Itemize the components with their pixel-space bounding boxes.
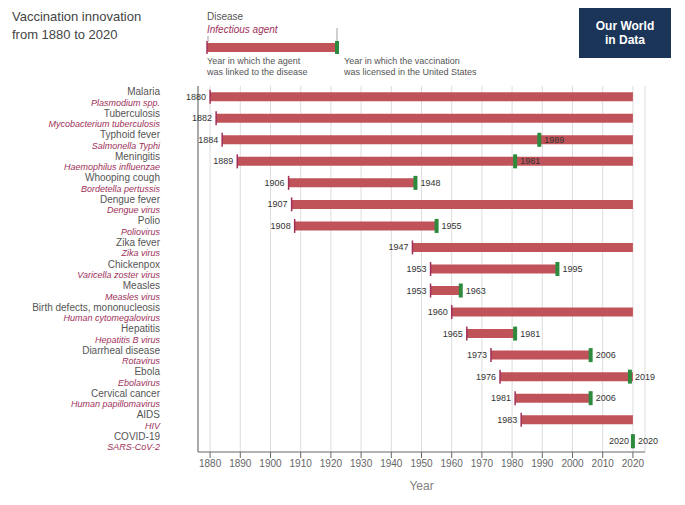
svg-text:Human papillomavirus: Human papillomavirus (71, 399, 161, 409)
svg-text:1973: 1973 (467, 350, 487, 360)
svg-text:2020: 2020 (638, 436, 658, 446)
svg-text:Cervical cancer: Cervical cancer (91, 388, 161, 399)
svg-text:1880: 1880 (186, 92, 206, 102)
svg-text:1906: 1906 (265, 178, 285, 188)
svg-text:Diarrheal disease: Diarrheal disease (82, 345, 160, 356)
svg-text:Dengue fever: Dengue fever (100, 194, 161, 205)
svg-text:Year in which the vaccinationw: Year in which the vaccinationwas license… (343, 56, 477, 77)
svg-text:1983: 1983 (497, 415, 517, 425)
svg-text:1920: 1920 (320, 458, 343, 469)
svg-text:1955: 1955 (442, 221, 462, 231)
svg-text:Polio: Polio (138, 215, 161, 226)
svg-text:1960: 1960 (441, 458, 464, 469)
svg-text:1930: 1930 (350, 458, 373, 469)
svg-text:Mycobacterium tuberculosis: Mycobacterium tuberculosis (48, 119, 160, 129)
svg-text:1981: 1981 (520, 329, 540, 339)
svg-text:Haemophilus influenzae: Haemophilus influenzae (64, 162, 160, 172)
svg-text:1910: 1910 (290, 458, 313, 469)
svg-text:Human cytomegalovirus: Human cytomegalovirus (63, 313, 160, 323)
svg-text:Year in which the agentwas lin: Year in which the agentwas linked to the… (206, 56, 308, 77)
svg-text:Plasmodium spp.: Plasmodium spp. (91, 98, 160, 108)
svg-text:1963: 1963 (466, 286, 486, 296)
svg-text:1953: 1953 (407, 286, 427, 296)
svg-text:Poliovirus: Poliovirus (121, 227, 161, 237)
svg-text:Measles virus: Measles virus (105, 292, 161, 302)
svg-text:Salmonella Typhi: Salmonella Typhi (92, 141, 161, 151)
svg-text:1948: 1948 (420, 178, 440, 188)
svg-text:1981: 1981 (491, 393, 511, 403)
html-text:Vaccination innovation from 18: Vaccination innovation from 1880 to 2020 (12, 9, 142, 43)
svg-text:Hepatitis: Hepatitis (121, 323, 160, 334)
svg-text:2010: 2010 (592, 458, 615, 469)
svg-text:Zika virus: Zika virus (120, 248, 160, 258)
svg-text:Birth defects, mononucleosis: Birth defects, mononucleosis (32, 302, 160, 313)
svg-text:COVID-19: COVID-19 (114, 431, 161, 442)
svg-text:1884: 1884 (198, 135, 218, 145)
svg-text:AIDS: AIDS (137, 409, 161, 420)
svg-text:2000: 2000 (561, 458, 584, 469)
svg-text:2006: 2006 (596, 350, 616, 360)
svg-text:1882: 1882 (192, 113, 212, 123)
svg-text:SARS-CoV-2: SARS-CoV-2 (107, 442, 160, 452)
svg-text:1900: 1900 (259, 458, 282, 469)
svg-text:1965: 1965 (443, 329, 463, 339)
svg-text:1947: 1947 (388, 242, 408, 252)
svg-text:1976: 1976 (476, 372, 496, 382)
html-text:Our World in Data: Our World in Data (595, 18, 655, 47)
svg-text:Ebola: Ebola (134, 366, 160, 377)
svg-text:Year: Year (409, 479, 433, 493)
svg-text:1980: 1980 (501, 458, 524, 469)
svg-text:Varicella zoster virus: Varicella zoster virus (77, 270, 160, 280)
svg-text:1990: 1990 (531, 458, 554, 469)
svg-text:1889: 1889 (213, 156, 233, 166)
svg-text:Rotavirus: Rotavirus (122, 356, 161, 366)
svg-text:Typhoid fever: Typhoid fever (100, 129, 161, 140)
svg-text:1908: 1908 (271, 221, 291, 231)
svg-text:1940: 1940 (380, 458, 403, 469)
svg-text:Tuberculosis: Tuberculosis (104, 108, 160, 119)
svg-text:Malaria: Malaria (127, 86, 160, 97)
svg-text:2020: 2020 (622, 458, 645, 469)
svg-text:Infectious agent: Infectious agent (207, 24, 279, 35)
svg-text:Hepatitis B virus: Hepatitis B virus (95, 335, 161, 345)
svg-text:Measles: Measles (123, 280, 160, 291)
svg-text:1890: 1890 (229, 458, 252, 469)
svg-text:2020: 2020 (609, 436, 629, 446)
svg-text:Chickenpox: Chickenpox (108, 259, 160, 270)
svg-text:Zika fever: Zika fever (116, 237, 161, 248)
svg-text:1960: 1960 (428, 307, 448, 317)
svg-text:1950: 1950 (410, 458, 433, 469)
svg-text:Disease: Disease (207, 11, 244, 22)
svg-text:2019: 2019 (635, 372, 655, 382)
svg-text:1995: 1995 (562, 264, 582, 274)
svg-text:1880: 1880 (199, 458, 222, 469)
svg-text:1953: 1953 (407, 264, 427, 274)
svg-text:1970: 1970 (471, 458, 494, 469)
svg-text:1907: 1907 (268, 199, 288, 209)
svg-text:Whooping cough: Whooping cough (85, 172, 160, 183)
svg-text:1981: 1981 (520, 156, 540, 166)
svg-text:Ebolavirus: Ebolavirus (118, 378, 161, 388)
svg-text:2006: 2006 (596, 393, 616, 403)
svg-text:1989: 1989 (544, 135, 564, 145)
svg-text:HIV: HIV (145, 421, 161, 431)
svg-text:Meningitis: Meningitis (115, 151, 160, 162)
svg-text:Dengue virus: Dengue virus (107, 205, 161, 215)
svg-text:Bordetella pertussis: Bordetella pertussis (81, 184, 161, 194)
